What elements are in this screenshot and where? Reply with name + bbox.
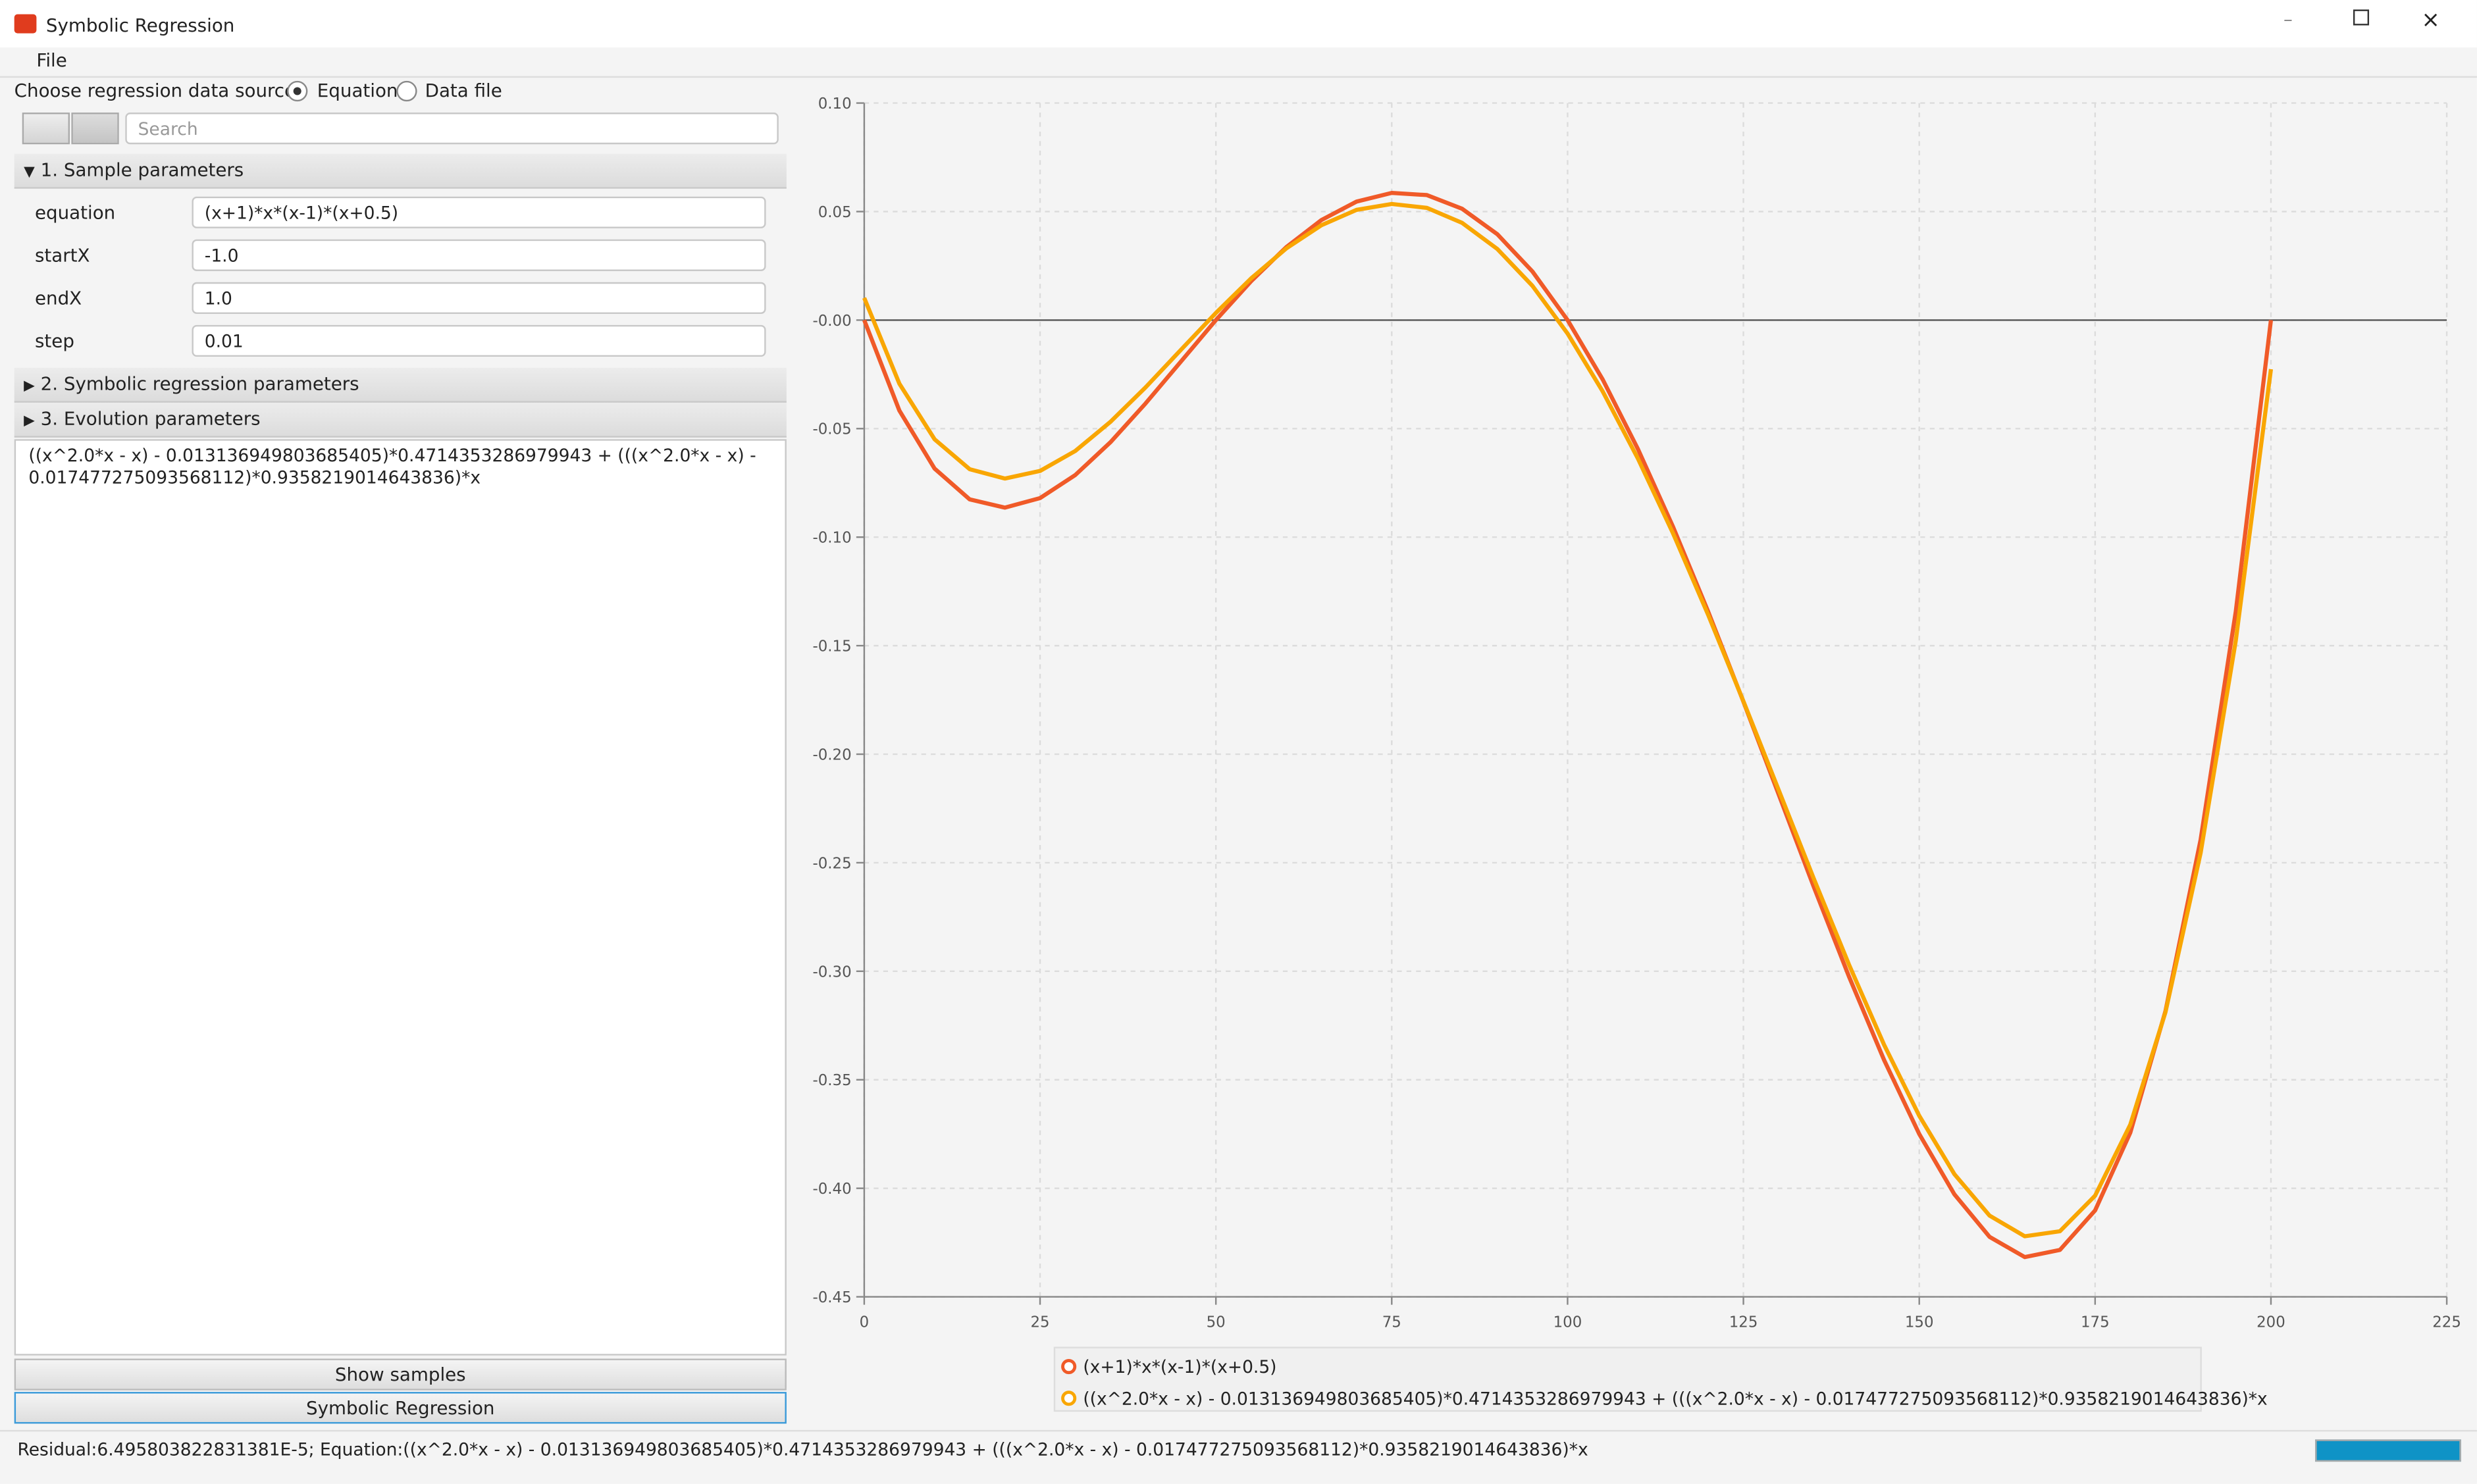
section-title: 1. Sample parameters: [40, 158, 244, 181]
field-input[interactable]: 0.01: [192, 324, 766, 357]
x-tick-label: 175: [2081, 1314, 2110, 1331]
radio-datafile-label[interactable]: Data file: [425, 79, 502, 102]
legend-marker: [1061, 1358, 1077, 1375]
menu-bar: File: [0, 47, 2477, 78]
section-header[interactable]: ▶ 2. Symbolic regression parameters: [14, 367, 787, 403]
section-header[interactable]: ▼ 1. Sample parameters: [14, 153, 787, 189]
series-line: [862, 201, 2274, 1239]
field-input[interactable]: -1.0: [192, 239, 766, 271]
plot-area: [864, 103, 2447, 1297]
x-tick-label: 200: [2256, 1314, 2285, 1331]
field-input[interactable]: 1.0: [192, 282, 766, 314]
legend-label: ((x^2.0*x - x) - 0.013136949803685405)*0…: [1083, 1389, 2267, 1409]
minimize-button[interactable]: –: [2283, 8, 2293, 30]
chart: 0.10 0.05 -0.00 -0.05 -0.10 -0.15 -0.20 -0.25 -0…: [812, 95, 2461, 1412]
search-field[interactable]: Search: [125, 113, 779, 145]
title-bar: Symbolic Regression – ×: [0, 0, 2477, 48]
y-tick-label: -0.30: [812, 963, 851, 981]
y-tick-label: 0.10: [818, 95, 852, 113]
y-tick-label: -0.25: [812, 855, 851, 872]
y-tick-label: -0.20: [812, 746, 851, 763]
close-button[interactable]: ×: [2421, 8, 2440, 34]
result-text: ((x^2.0*x - x) - 0.013136949803685405)*0…: [28, 445, 756, 488]
field-label: equation: [34, 201, 116, 224]
show-samples-button[interactable]: Show samples: [14, 1358, 787, 1391]
progress-bar: [2315, 1439, 2461, 1462]
restore-button[interactable]: [2353, 9, 2370, 26]
y-tick-label: -0.40: [812, 1181, 851, 1198]
series-line: [862, 190, 2274, 1260]
window-title: Symbolic Regression: [45, 14, 235, 37]
x-tick-label: 75: [1382, 1314, 1401, 1331]
view-tree-button[interactable]: [71, 113, 119, 145]
y-tick-label: -0.35: [812, 1072, 851, 1089]
legend-label: (x+1)*x*(x-1)*(x+0.5): [1083, 1357, 1276, 1377]
x-tick-label: 25: [1030, 1314, 1049, 1331]
view-list-button[interactable]: [22, 113, 70, 145]
status-text: Residual:6.495803822831381E-5; Equation:…: [17, 1439, 1588, 1460]
x-tick-label: 150: [1905, 1314, 1934, 1331]
x-tick-label: 125: [1729, 1314, 1758, 1331]
field-label: endX: [34, 287, 82, 309]
radio-datafile[interactable]: [396, 80, 417, 102]
section-header[interactable]: ▶ 3. Evolution parameters: [14, 402, 787, 438]
radio-equation-label[interactable]: Equation: [317, 79, 398, 102]
x-tick-label: 100: [1553, 1314, 1582, 1331]
status-bar: Residual:6.495803822831381E-5; Equation:…: [0, 1429, 2477, 1484]
result-text-area[interactable]: ((x^2.0*x - x) - 0.013136949803685405)*0…: [14, 439, 787, 1356]
y-tick-label: -0.05: [812, 421, 851, 438]
legend-box: [1053, 1346, 2202, 1412]
legend-marker: [1061, 1391, 1077, 1406]
y-tick-label: 0.05: [818, 204, 852, 221]
source-label: Choose regression data source:: [14, 79, 302, 102]
x-tick-label: 50: [1207, 1314, 1226, 1331]
menu-file[interactable]: File: [36, 49, 67, 72]
radio-equation[interactable]: [287, 80, 308, 102]
y-tick-label: -0.15: [812, 638, 851, 655]
x-tick-label: 225: [2432, 1314, 2461, 1331]
y-tick-label: -0.10: [812, 530, 851, 547]
regression-button[interactable]: Symbolic Regression: [14, 1392, 787, 1424]
y-tick-label: -0.00: [812, 313, 851, 330]
y-tick-label: -0.45: [812, 1289, 851, 1306]
field-label: step: [34, 330, 74, 352]
app-icon: [14, 14, 37, 34]
section-title: 2. Symbolic regression parameters: [40, 372, 359, 395]
section-title: 3. Evolution parameters: [40, 407, 261, 430]
field-input[interactable]: (x+1)*x*(x-1)*(x+0.5): [192, 196, 766, 228]
x-tick-label: 0: [860, 1314, 870, 1331]
field-label: startX: [34, 243, 90, 267]
